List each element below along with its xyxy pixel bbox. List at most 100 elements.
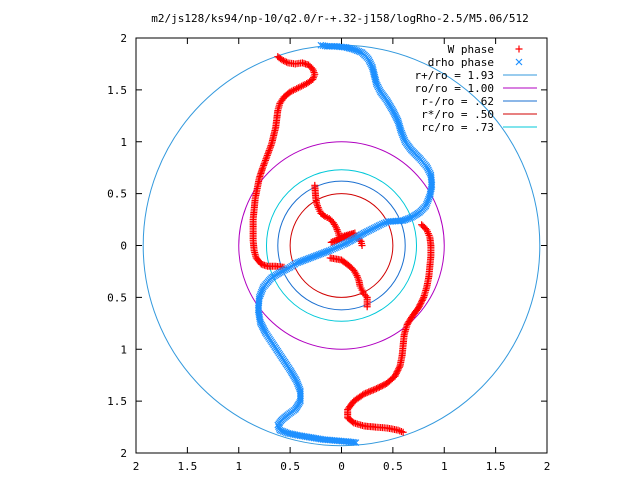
data-point <box>261 156 269 164</box>
x-tick-label: 0.5 <box>280 460 300 473</box>
data-point <box>393 368 401 376</box>
data-point <box>293 85 301 93</box>
data-point <box>267 141 275 149</box>
legend-label: drho phase <box>428 56 494 69</box>
x-tick-label: 0.5 <box>383 460 403 473</box>
data-point <box>334 243 342 251</box>
data-point <box>334 227 342 235</box>
y-tick-label: 1.5 <box>107 395 127 408</box>
data-series <box>249 41 436 447</box>
data-point <box>289 86 297 94</box>
data-point <box>281 57 289 65</box>
data-point <box>333 226 341 234</box>
chart-title: m2/js128/ks94/np-10/q2.0/r-+.32-j158/log… <box>151 12 529 25</box>
data-point <box>338 234 345 242</box>
data-point <box>265 146 273 154</box>
y-tick-label: 2 <box>120 32 127 45</box>
data-point <box>417 298 425 306</box>
circle-5 <box>265 169 418 322</box>
data-point <box>296 83 304 91</box>
data-point <box>331 222 339 230</box>
data-point <box>396 362 404 370</box>
data-point <box>327 238 335 246</box>
data-point <box>352 439 360 447</box>
y-tick-label: 1.5 <box>107 84 127 97</box>
data-point <box>396 427 404 435</box>
data-point <box>380 219 388 227</box>
circle-2 <box>238 141 445 350</box>
data-point <box>418 296 426 304</box>
data-point <box>362 292 370 300</box>
data-point <box>261 158 269 166</box>
data-point <box>329 245 337 253</box>
data-point <box>336 242 344 250</box>
data-point <box>378 220 386 228</box>
data-point <box>417 299 425 307</box>
data-point <box>381 380 389 388</box>
circle-4 <box>289 193 394 298</box>
data-point <box>394 426 402 434</box>
data-point <box>420 293 428 301</box>
data-point <box>331 244 338 252</box>
data-point <box>378 382 386 390</box>
data-point <box>395 363 403 371</box>
data-point <box>340 241 347 248</box>
x-tick-label: 1 <box>441 460 448 473</box>
data-point <box>419 295 427 303</box>
data-point <box>399 428 407 436</box>
data-point <box>264 150 272 158</box>
data-point <box>375 383 383 391</box>
y-tick-label: 1 <box>120 136 127 149</box>
data-point <box>354 273 362 281</box>
legend-label: r*/ro = .50 <box>421 108 494 121</box>
data-point <box>404 319 412 327</box>
data-point <box>350 438 358 446</box>
y-tick-label: 1 <box>120 343 127 356</box>
legend-label: W phase <box>448 43 494 56</box>
data-point <box>309 67 317 75</box>
y-tick-label: 2 <box>120 447 127 460</box>
data-point <box>423 200 430 208</box>
data-point <box>366 387 374 395</box>
data-point <box>380 381 388 389</box>
data-point <box>354 275 362 283</box>
data-point <box>266 143 274 151</box>
data-point <box>331 237 339 245</box>
data-point <box>374 384 382 392</box>
x-tick-label: 2 <box>133 460 140 473</box>
data-point <box>363 303 371 311</box>
x-tick-label: 1.5 <box>486 460 506 473</box>
data-point <box>353 272 361 280</box>
data-point <box>341 233 349 241</box>
data-point <box>360 290 368 298</box>
data-point <box>313 200 321 208</box>
data-point <box>395 365 403 373</box>
data-point <box>336 235 344 243</box>
data-point <box>358 242 366 249</box>
data-point <box>294 84 302 92</box>
data-point <box>265 148 273 156</box>
data-point <box>329 238 337 246</box>
data-point <box>263 151 271 159</box>
data-point <box>394 366 402 374</box>
data-point <box>314 203 322 211</box>
data-point <box>309 65 317 73</box>
data-point <box>311 70 319 78</box>
data-point <box>262 155 270 163</box>
legend-label: r-/ro = .62 <box>421 95 494 108</box>
data-point <box>362 389 370 397</box>
data-point <box>310 72 318 80</box>
data-point <box>382 218 390 226</box>
data-point <box>392 369 400 377</box>
data-point <box>299 81 307 89</box>
series-w-phase <box>249 53 435 436</box>
x-tick-label: 2 <box>544 460 551 473</box>
data-point <box>332 236 340 244</box>
data-point <box>368 387 376 395</box>
data-point <box>339 234 347 242</box>
data-point <box>301 80 309 88</box>
data-point <box>332 244 340 251</box>
x-tick-label: 1.5 <box>177 460 197 473</box>
